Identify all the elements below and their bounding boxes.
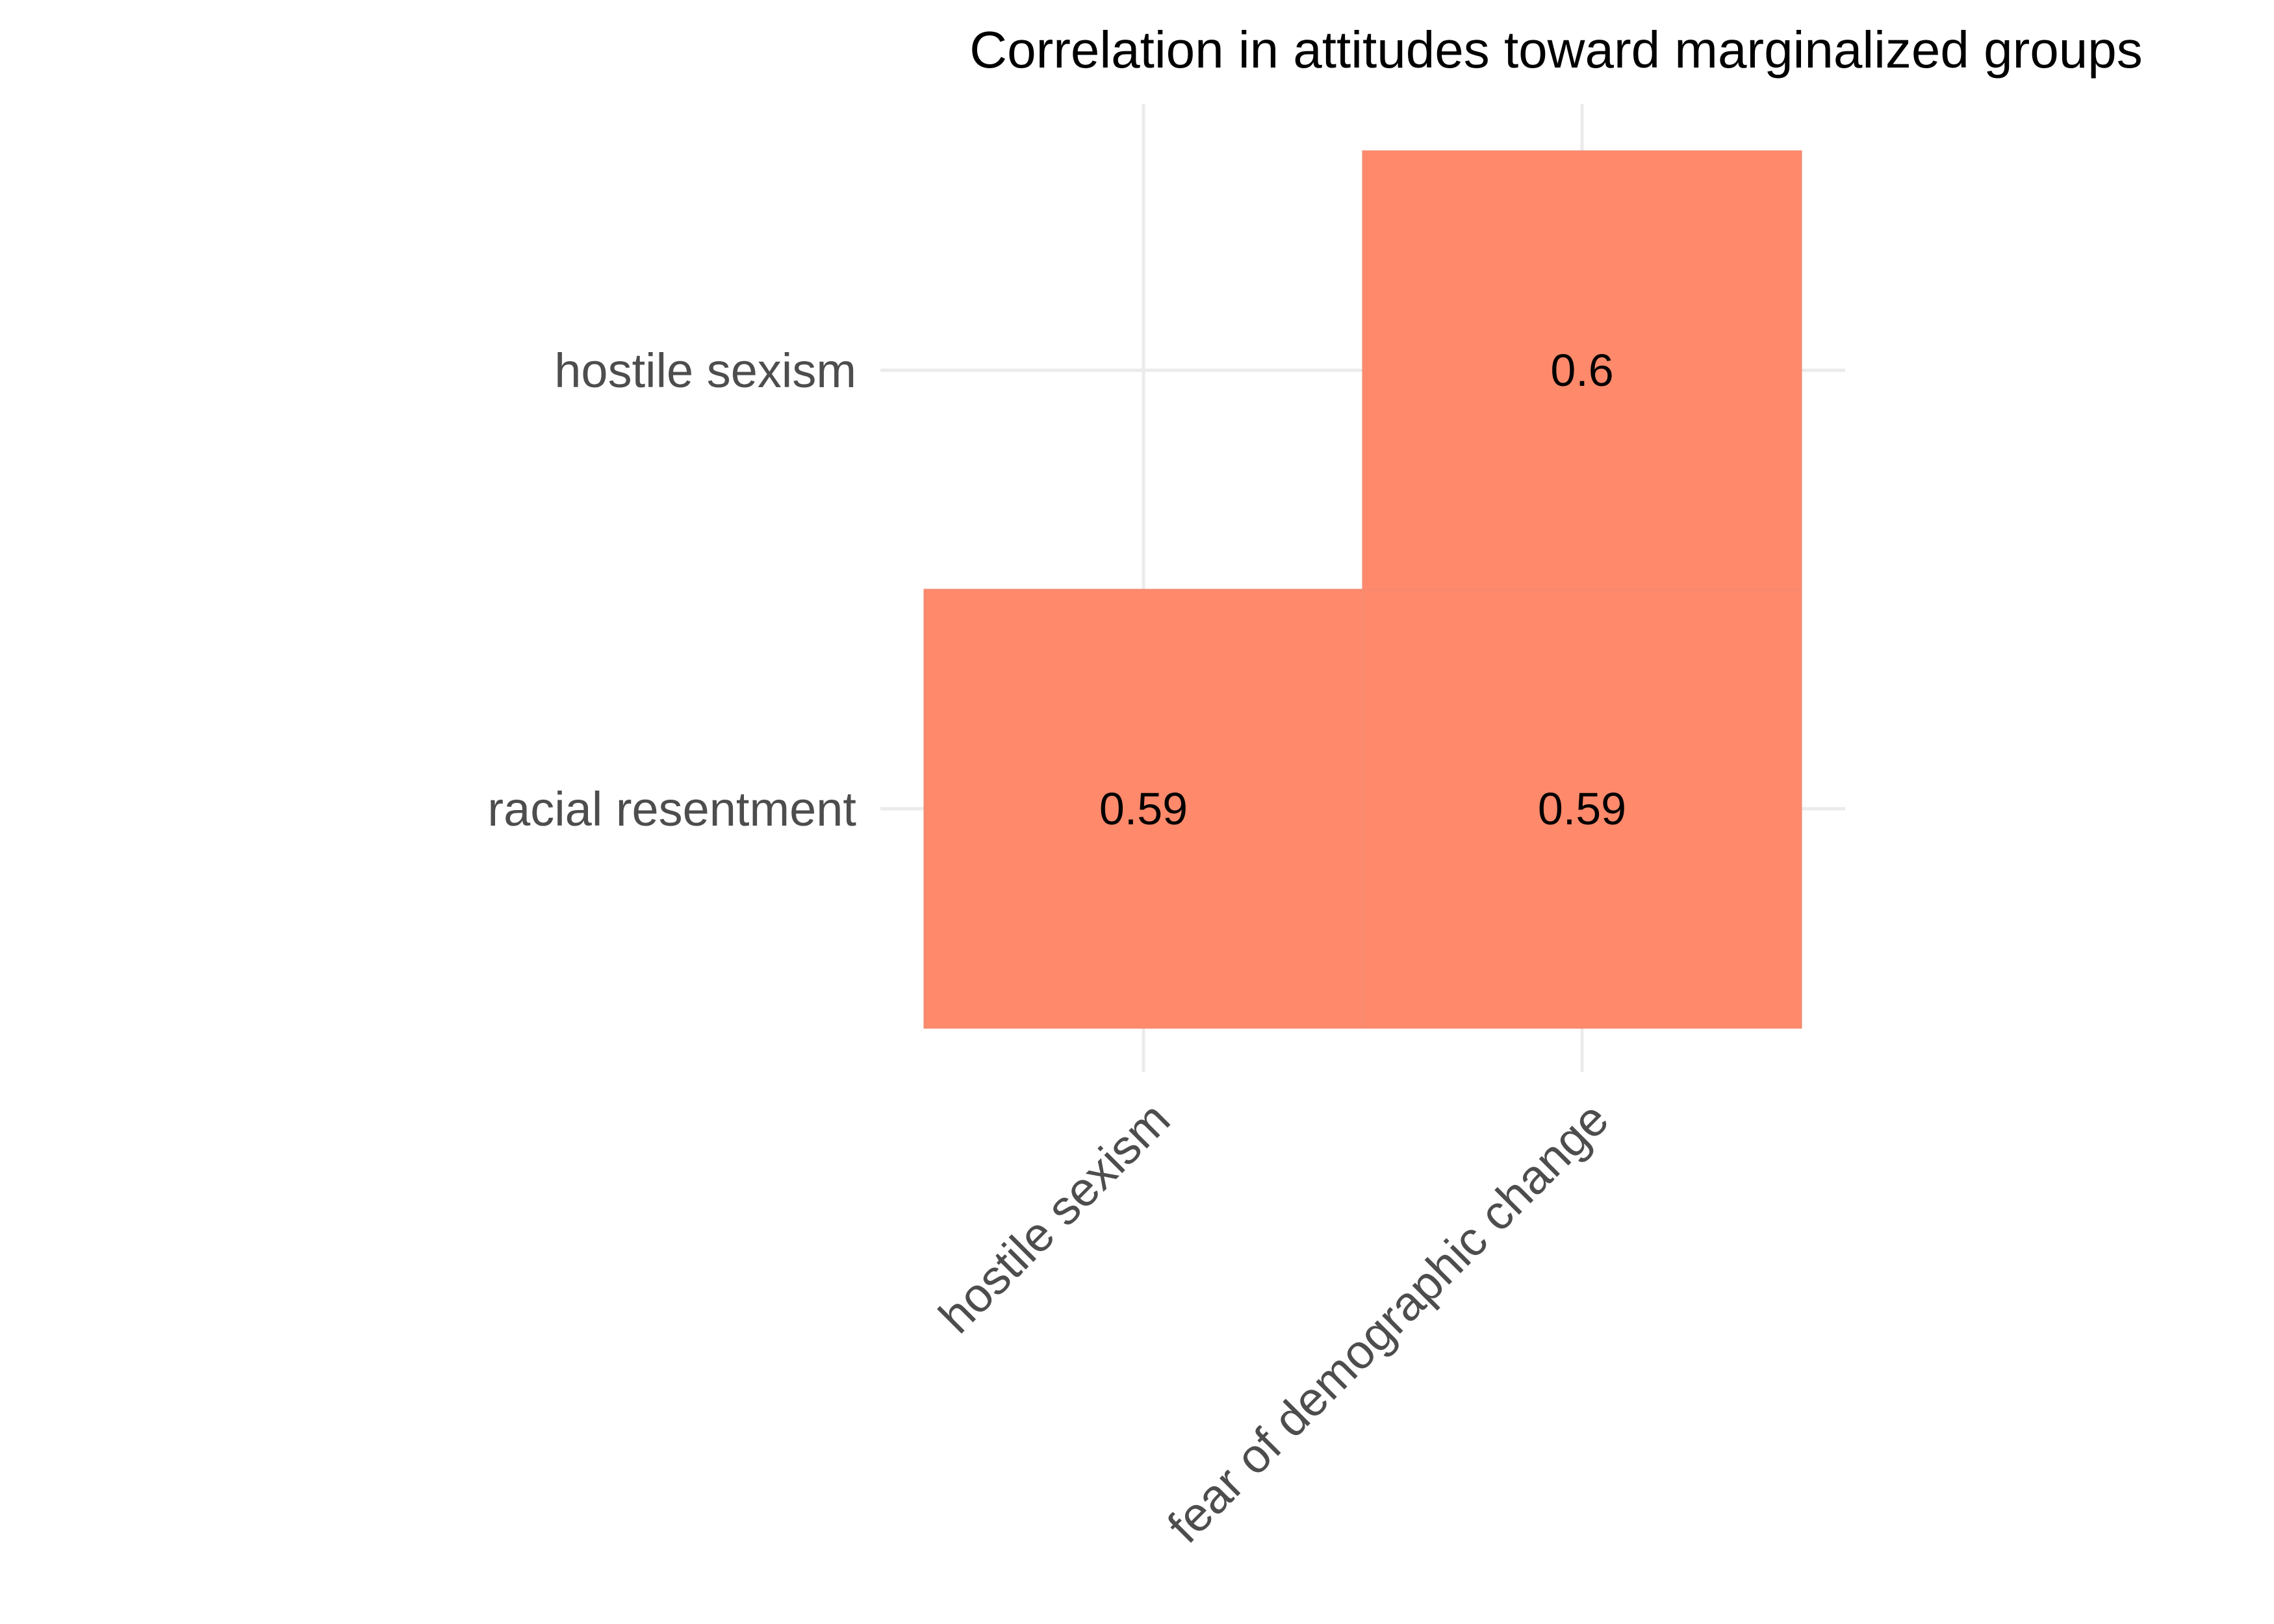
y-tick-label-1: hostile sexism xyxy=(554,344,856,398)
cell-value-labels: 0.59 0.59 0.6 xyxy=(1099,345,1626,834)
y-axis-tick-labels: racial resentment hostile sexism xyxy=(487,344,856,836)
heatmap-cell-0 xyxy=(923,589,1364,1029)
heatmap-cell-2 xyxy=(1362,150,1802,590)
chart-title: Correlation in attitudes toward marginal… xyxy=(969,21,2142,79)
y-tick-label-0: racial resentment xyxy=(487,782,856,836)
cell-value-label-1: 0.59 xyxy=(1538,783,1626,834)
cell-value-label-0: 0.59 xyxy=(1099,783,1188,834)
x-tick-label-0: hostile sexism xyxy=(928,1092,1180,1343)
heatmap-cells xyxy=(923,150,1802,1029)
cell-value-label-2: 0.6 xyxy=(1550,345,1613,396)
x-tick-label-1: fear of demographic change xyxy=(1157,1092,1618,1553)
heatmap-cell-1 xyxy=(1362,589,1802,1029)
